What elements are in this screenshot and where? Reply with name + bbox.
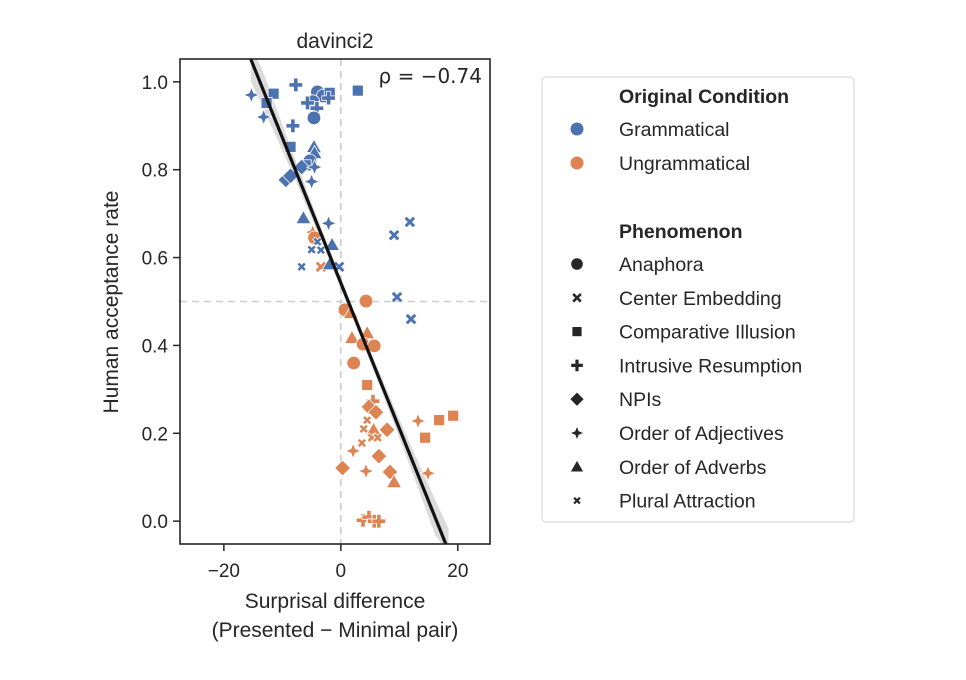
legend-item-center-embedding: Center Embedding	[571, 288, 782, 310]
legend-label: Grammatical	[619, 119, 730, 141]
point-ungrammatical-intrusive-resumption	[361, 509, 377, 525]
point-grammatical-plural-attraction	[315, 244, 327, 256]
point-grammatical-order-of-adverbs	[323, 236, 341, 251]
y-tick-label: 0.4	[142, 336, 169, 357]
legend-box	[541, 76, 855, 523]
point-grammatical-order-of-adverbs	[295, 209, 312, 225]
regression-line	[249, 59, 448, 544]
point-grammatical-order-of-adjectives	[305, 158, 324, 176]
y-tick-label: 0.0	[142, 512, 168, 533]
point-ungrammatical-plural-attraction	[361, 414, 373, 426]
point-ungrammatical-plural-attraction	[358, 423, 369, 435]
legend-star4-marker-icon	[568, 424, 586, 442]
point-grammatical-anaphora	[306, 110, 322, 126]
point-ungrammatical-order-of-adjectives	[344, 442, 362, 460]
legend-item-ungrammatical: Ungrammatical	[570, 153, 750, 175]
legend-plus-marker-icon	[570, 358, 584, 373]
legend-label: Plural Attraction	[619, 491, 756, 513]
point-ungrammatical-plural-attraction	[372, 432, 383, 443]
correlation-annotation: ρ = −0.74	[379, 64, 482, 88]
y-tick-label: 0.2	[142, 424, 168, 445]
point-grammatical-center-embedding	[390, 290, 404, 304]
point-grammatical-intrusive-resumption	[285, 118, 301, 133]
legend-item-anaphora: Anaphora	[570, 254, 704, 276]
legend-circle-marker-icon	[570, 257, 584, 271]
y-tick-label: 1.0	[142, 73, 168, 94]
point-grammatical-order-of-adjectives	[319, 214, 338, 233]
reference-lines	[180, 59, 490, 544]
point-grammatical-plural-attraction	[296, 261, 307, 273]
x-tick-label: 20	[447, 561, 468, 582]
legend-label: Order of Adverbs	[619, 457, 767, 479]
legend-color-swatch	[570, 156, 584, 170]
point-grammatical-center-embedding	[387, 228, 401, 242]
legend-item-order-of-adverbs: Order of Adverbs	[569, 457, 767, 479]
point-ungrammatical-order-of-adjectives	[419, 464, 437, 483]
point-ungrammatical-order-of-adjectives	[409, 412, 427, 430]
point-ungrammatical-comparative-illusion	[447, 409, 460, 422]
point-ungrammatical-npis	[370, 447, 388, 465]
legend-color-swatch	[570, 122, 584, 136]
point-grammatical-comparative-illusion	[351, 84, 364, 97]
legend-item-plural-attraction: Plural Attraction	[572, 491, 756, 513]
point-ungrammatical-intrusive-resumption	[371, 513, 387, 529]
point-ungrammatical-anaphora	[358, 293, 374, 309]
data-points	[242, 77, 460, 529]
y-tick-label: 0.6	[142, 249, 168, 270]
x-axis-label-line1: Surprisal difference	[245, 590, 426, 613]
point-grammatical-order-of-adjectives	[254, 108, 273, 126]
point-ungrammatical-npis	[378, 421, 396, 439]
point-grammatical-center-embedding	[403, 215, 417, 229]
x-axis-label-line2: (Presented − Minimal pair)	[212, 619, 459, 642]
legend-item-npis: NPIs	[569, 389, 662, 411]
legend-label: Intrusive Resumption	[619, 355, 802, 377]
point-grammatical-plural-attraction	[306, 244, 317, 255]
legend-label: Order of Adjectives	[619, 423, 784, 445]
y-axis-ticks: 0.0 0.2 0.4 0.6 0.8 1.0	[142, 73, 180, 533]
plot-frame	[179, 58, 491, 545]
legend-item-grammatical: Grammatical	[570, 119, 730, 141]
point-ungrammatical-comparative-illusion	[419, 431, 431, 444]
legend-triangle-marker-icon	[569, 459, 585, 473]
point-ungrammatical-comparative-illusion	[433, 414, 446, 427]
point-grammatical-order-of-adjectives	[242, 86, 261, 104]
x-tick-label: −20	[208, 561, 240, 582]
point-grammatical-center-embedding	[404, 312, 418, 326]
legend-item-intrusive-resumption: Intrusive Resumption	[570, 355, 802, 377]
y-axis-label: Human acceptance rate	[100, 191, 123, 414]
legend-x-marker-icon	[571, 291, 583, 304]
point-ungrammatical-plural-attraction	[356, 437, 368, 449]
legend-item-order-of-adjectives: Order of Adjectives	[568, 423, 784, 445]
point-ungrammatical-npis	[367, 403, 385, 421]
point-grammatical-comparative-illusion	[267, 87, 280, 100]
legend-square-marker-icon	[571, 326, 583, 338]
legend-style-title: Phenomenon	[619, 221, 743, 243]
legend-label: Comparative Illusion	[619, 322, 796, 344]
legend-label: Center Embedding	[619, 288, 782, 310]
point-ungrammatical-npis	[334, 459, 352, 477]
legend-label: Ungrammatical	[619, 153, 750, 175]
legend-label: Anaphora	[619, 254, 704, 276]
y-tick-label: 0.8	[142, 161, 168, 182]
point-ungrammatical-comparative-illusion	[361, 379, 374, 391]
regression-line-group	[249, 59, 448, 544]
point-grammatical-order-of-adjectives	[302, 172, 321, 191]
point-ungrammatical-anaphora	[346, 355, 361, 371]
legend-smallx-marker-icon	[572, 495, 582, 506]
legend-diamond-marker-icon	[569, 391, 585, 407]
legend-hue-title: Original Condition	[619, 86, 789, 108]
legend-label: NPIs	[619, 389, 662, 411]
legend-item-comparative-illusion: Comparative Illusion	[571, 322, 796, 344]
point-ungrammatical-order-of-adverbs	[385, 473, 403, 489]
point-grammatical-npis	[293, 158, 311, 176]
point-grammatical-intrusive-resumption	[288, 77, 304, 93]
legend: Original Condition Grammatical Ungrammati…	[541, 76, 855, 523]
point-ungrammatical-order-of-adjectives	[357, 462, 375, 480]
point-grammatical-intrusive-resumption	[321, 90, 336, 106]
chart-title: davinci2	[296, 30, 373, 53]
point-ungrammatical-order-of-adverbs	[343, 329, 361, 344]
x-tick-label: 0	[336, 561, 347, 582]
x-axis-ticks: −20 0 20	[208, 544, 468, 582]
